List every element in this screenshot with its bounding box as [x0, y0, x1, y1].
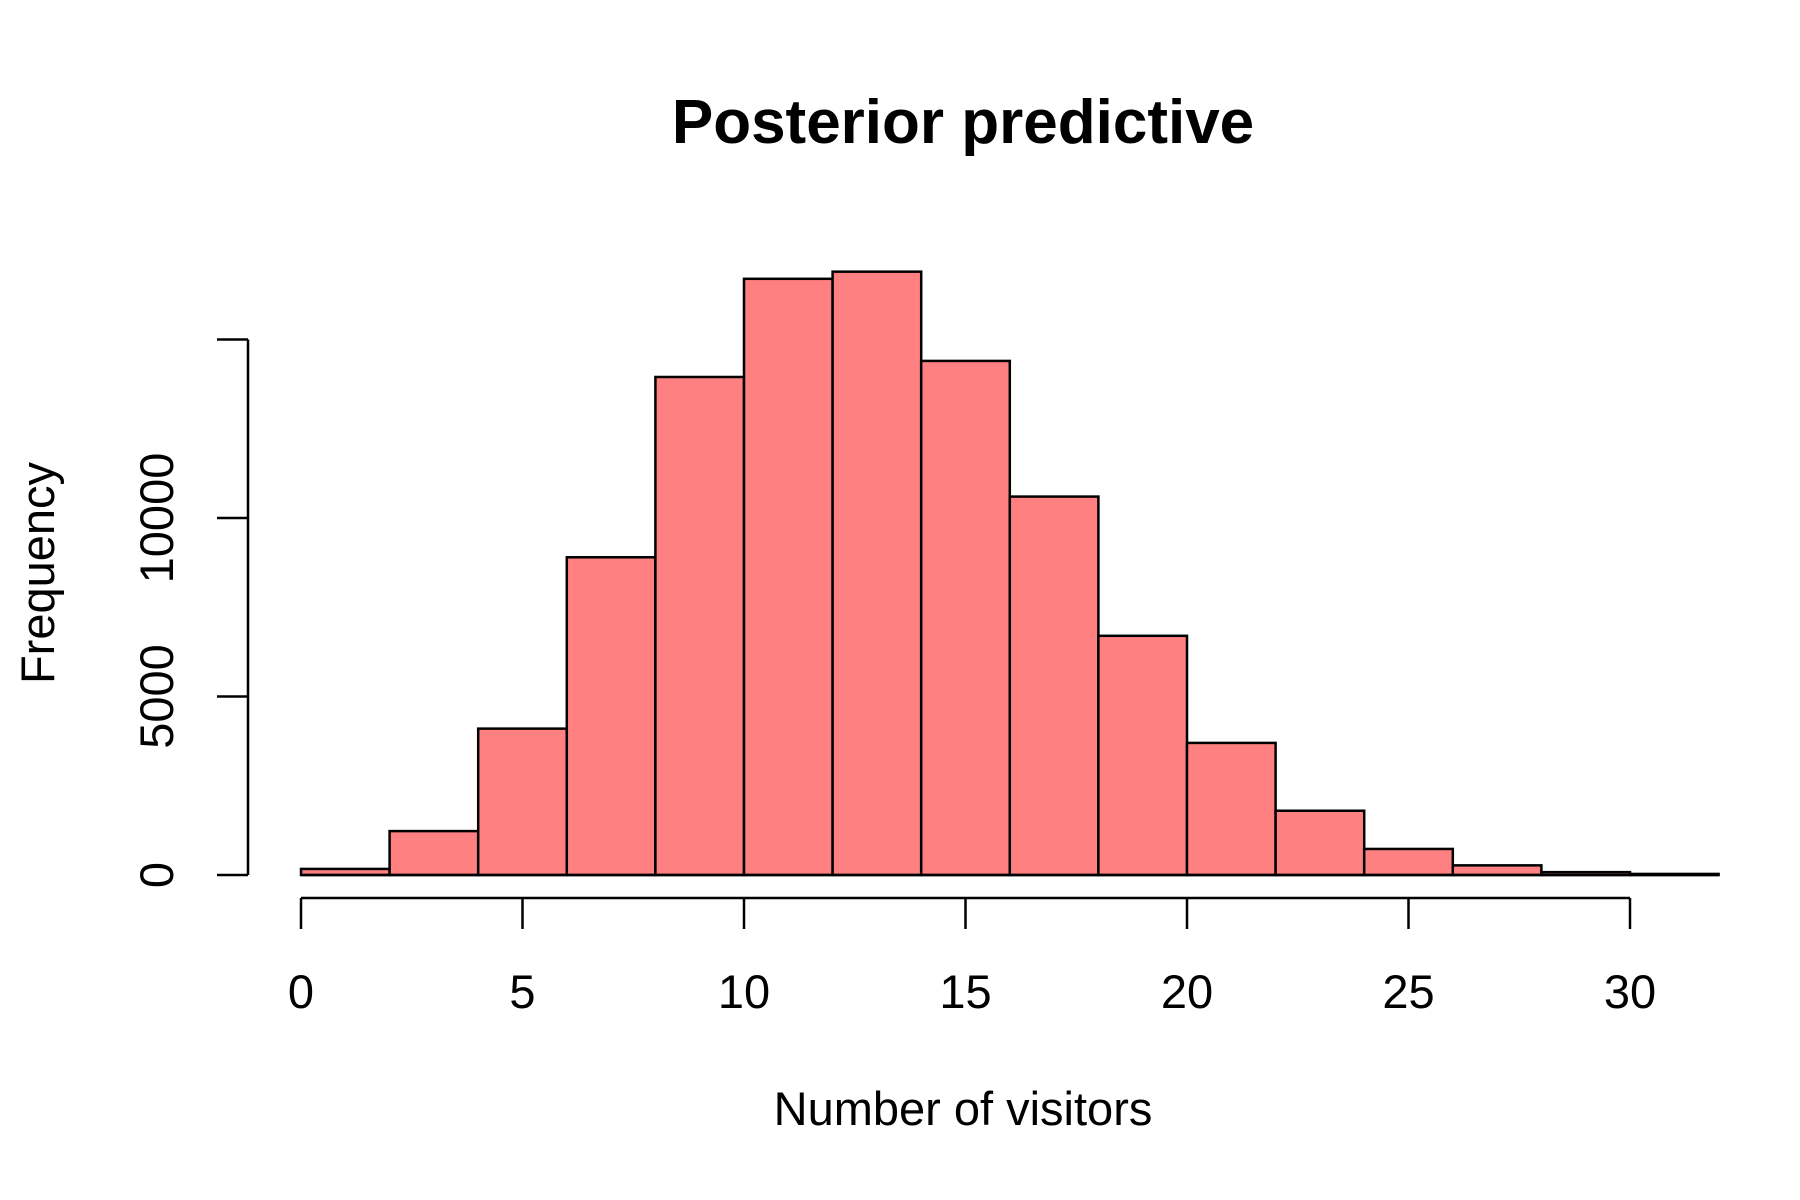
- x-axis: 0 5 10 15 20 25 30: [288, 896, 1656, 1018]
- histogram-bar: [654, 375, 746, 877]
- y-tick-label: 5000: [130, 644, 183, 749]
- histogram-bar: [1274, 809, 1366, 877]
- histogram-bar: [1097, 634, 1189, 877]
- y-tick-label: 10000: [130, 453, 183, 584]
- x-tick-label: 15: [939, 965, 991, 1018]
- x-tick-label: 0: [288, 965, 314, 1018]
- histogram-bar: [919, 359, 1012, 877]
- x-tick-label: 5: [509, 965, 535, 1018]
- y-tick-label: 0: [130, 862, 183, 888]
- x-tick-label: 30: [1604, 965, 1656, 1018]
- x-tick-label: 25: [1382, 965, 1434, 1018]
- histogram-bar: [1008, 495, 1100, 877]
- histogram-bar: [388, 829, 480, 877]
- histogram-bar: [742, 277, 834, 877]
- y-axis: 0 5000 10000: [130, 338, 250, 888]
- histogram-bar: [476, 727, 569, 877]
- histogram-bar: [1362, 847, 1455, 877]
- histogram-bars: [299, 270, 1720, 877]
- x-axis-label: Number of visitors: [774, 1082, 1153, 1135]
- histogram-bar: [1451, 864, 1543, 877]
- y-axis-label: Frequency: [11, 461, 64, 684]
- chart-title: Posterior predictive: [672, 88, 1254, 157]
- histogram-bar: [565, 556, 657, 877]
- histogram-bar: [1185, 741, 1277, 877]
- x-tick-label: 10: [718, 965, 770, 1018]
- histogram-bar: [831, 270, 923, 877]
- x-tick-label: 20: [1161, 965, 1213, 1018]
